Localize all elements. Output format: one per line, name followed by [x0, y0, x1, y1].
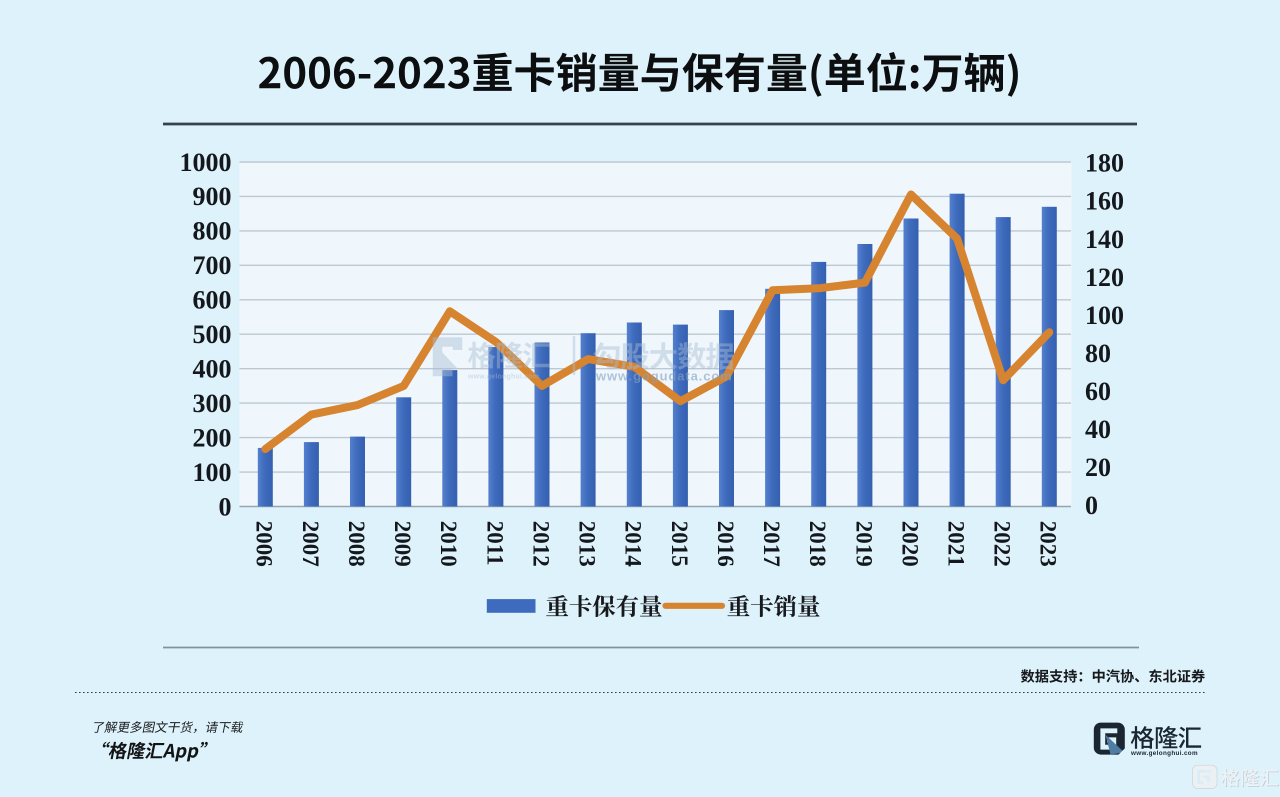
svg-text:2018: 2018: [805, 521, 830, 567]
svg-text:700: 700: [193, 251, 232, 280]
svg-text:2023: 2023: [1036, 521, 1061, 567]
svg-text:80: 80: [1085, 339, 1111, 368]
svg-text:2022: 2022: [990, 521, 1015, 567]
svg-text:2007: 2007: [298, 521, 323, 567]
svg-text:2017: 2017: [759, 521, 784, 567]
svg-text:120: 120: [1085, 263, 1124, 292]
svg-text:100: 100: [193, 458, 232, 487]
svg-text:500: 500: [193, 320, 232, 349]
svg-text:2011: 2011: [482, 521, 507, 566]
svg-text:0: 0: [1085, 491, 1098, 520]
svg-text:2008: 2008: [344, 521, 369, 567]
svg-text:2006: 2006: [252, 521, 277, 567]
svg-text:200: 200: [193, 423, 232, 452]
svg-text:2010: 2010: [436, 521, 461, 567]
svg-text:2020: 2020: [897, 521, 922, 567]
svg-text:2013: 2013: [575, 521, 600, 567]
svg-text:www.gelonghui.com: www.gelonghui.com: [1130, 750, 1198, 757]
svg-text:www.gelonghui.com: www.gelonghui.com: [467, 374, 539, 381]
svg-text:www.gogudata.com: www.gogudata.com: [595, 369, 733, 384]
svg-text:2019: 2019: [851, 521, 876, 567]
svg-text:20: 20: [1085, 453, 1111, 482]
svg-text:600: 600: [193, 286, 232, 315]
svg-text:400: 400: [193, 355, 232, 384]
svg-text:160: 160: [1085, 187, 1124, 216]
svg-text:60: 60: [1085, 377, 1111, 406]
svg-text:0: 0: [219, 492, 232, 521]
svg-text:900: 900: [193, 182, 232, 211]
svg-text:180: 180: [1085, 149, 1124, 178]
svg-text:40: 40: [1085, 415, 1111, 444]
svg-text:140: 140: [1085, 225, 1124, 254]
svg-text:2009: 2009: [390, 521, 415, 567]
svg-text:2021: 2021: [944, 521, 969, 567]
svg-text:1000: 1000: [180, 148, 232, 177]
svg-text:2014: 2014: [621, 521, 646, 568]
svg-text:2012: 2012: [528, 521, 553, 567]
svg-text:2016: 2016: [713, 521, 738, 567]
svg-text:800: 800: [193, 217, 232, 246]
svg-text:2015: 2015: [667, 521, 692, 567]
svg-text:300: 300: [193, 389, 232, 418]
svg-text:100: 100: [1085, 301, 1124, 330]
